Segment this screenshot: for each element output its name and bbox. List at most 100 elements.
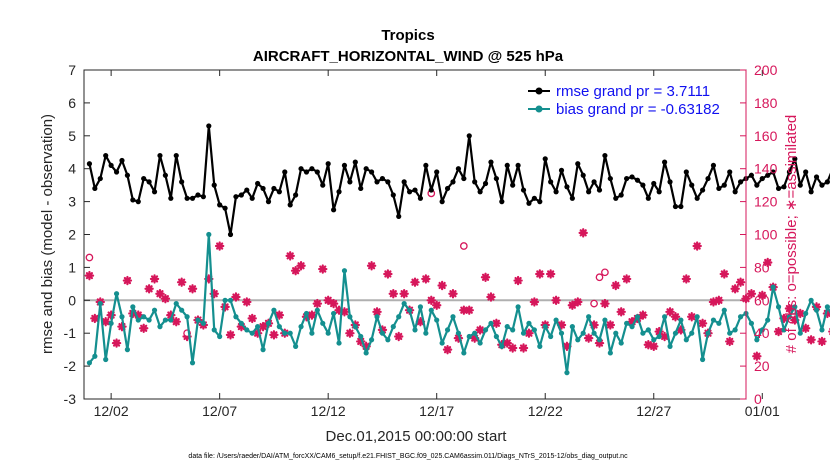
bias-point xyxy=(309,330,315,336)
rmse-point xyxy=(97,175,103,182)
legend-box xyxy=(524,78,738,120)
obs-assimilated-marker xyxy=(562,341,572,352)
legend-rmse-label: rmse grand pr = 3.7111 xyxy=(556,83,710,100)
rmse-point xyxy=(298,166,304,172)
rmse-point xyxy=(162,172,168,178)
bias-point xyxy=(271,307,277,313)
rmse-point xyxy=(423,162,429,169)
rmse-point xyxy=(607,175,613,182)
rmse-point xyxy=(374,179,380,185)
rmse-point xyxy=(510,182,516,188)
rmse-point xyxy=(146,179,152,185)
bias-point xyxy=(553,317,559,323)
bias-point xyxy=(298,324,304,330)
bias-point xyxy=(569,324,575,330)
bias-point xyxy=(86,360,93,366)
bias-point xyxy=(759,327,765,333)
bias-point xyxy=(390,324,396,330)
rmse-point xyxy=(92,185,98,192)
legend-bias-label: bias grand pr = -0.63182 xyxy=(556,101,720,118)
rmse-point xyxy=(222,205,228,211)
rmse-point xyxy=(786,169,793,175)
rmse-point xyxy=(775,185,782,192)
obs-possible-marker xyxy=(85,253,94,262)
y-tick-label: 7 xyxy=(68,62,76,78)
rmse-point xyxy=(151,189,158,195)
obs-assimilated-marker xyxy=(410,277,420,287)
rmse-point xyxy=(482,180,489,187)
obs-assimilated-marker xyxy=(171,316,181,327)
rmse-point xyxy=(141,175,147,182)
y-tick-label: 4 xyxy=(68,161,76,177)
bias-point xyxy=(748,320,755,326)
obs-assimilated-marker xyxy=(312,298,323,309)
rmse-point xyxy=(727,169,733,175)
rmse-point xyxy=(412,187,418,193)
right-y-tick-label: 40 xyxy=(754,325,770,341)
right-y-tick-label: 200 xyxy=(754,62,778,78)
obs-assimilated-marker xyxy=(231,292,241,302)
bias-point xyxy=(227,297,234,303)
rmse-point xyxy=(819,182,825,188)
bias-point xyxy=(705,330,711,336)
bias-point xyxy=(651,337,657,343)
rmse-point xyxy=(287,202,293,208)
right-y-axis-label: # of obs: o=possible; ∗=assimilated xyxy=(783,115,800,354)
bias-point xyxy=(119,314,125,320)
rmse-point xyxy=(656,189,662,195)
bias-point xyxy=(168,317,174,323)
rmse-point xyxy=(803,169,809,175)
obs-assimilated-marker xyxy=(464,305,474,315)
rmse-point xyxy=(314,169,320,175)
bias-point xyxy=(689,330,695,336)
rmse-point xyxy=(770,169,776,175)
rmse-point xyxy=(737,179,744,185)
obs-assimilated-marker xyxy=(600,298,610,309)
rmse-point xyxy=(569,195,575,201)
rmse-point xyxy=(542,156,548,162)
bias-point xyxy=(797,330,803,336)
bias-series xyxy=(86,231,830,376)
right-y-tick-label: 60 xyxy=(754,292,770,308)
obs-assimilated-marker xyxy=(513,275,523,286)
x-tick-label: 12/02 xyxy=(94,403,129,419)
bias-point xyxy=(775,304,782,310)
obs-assimilated-marker xyxy=(567,300,578,310)
obs-assimilated-marker xyxy=(214,241,225,251)
bias-point xyxy=(770,284,776,290)
rmse-point xyxy=(206,123,212,129)
rmse-point xyxy=(618,192,624,198)
bias-point xyxy=(211,327,217,333)
bias-point xyxy=(157,324,163,330)
rmse-point xyxy=(586,189,592,195)
rmse-point xyxy=(504,162,510,169)
bias-point xyxy=(162,317,168,323)
bias-point xyxy=(537,343,543,349)
rmse-point xyxy=(303,169,310,175)
rmse-point xyxy=(699,187,706,193)
rmse-point xyxy=(108,162,114,169)
obs-assimilated-marker xyxy=(274,310,285,320)
bias-point xyxy=(189,360,196,366)
rmse-point xyxy=(797,182,803,188)
rmse-point xyxy=(271,185,277,192)
bias-point xyxy=(450,314,456,320)
bias-point xyxy=(629,324,635,330)
rmse-point xyxy=(591,179,597,185)
rmse-point xyxy=(488,159,494,165)
right-y-tick-label: 80 xyxy=(754,259,770,275)
bias-point xyxy=(222,297,228,303)
rmse-point xyxy=(260,185,266,192)
bias-point xyxy=(586,314,592,320)
bias-point xyxy=(640,330,646,336)
bias-point xyxy=(618,340,624,346)
rmse-point xyxy=(282,169,288,175)
obs-assimilated-marker xyxy=(448,289,458,299)
bias-point xyxy=(520,330,527,336)
bias-point xyxy=(721,307,727,313)
bias-point xyxy=(146,317,152,323)
bias-point xyxy=(379,330,386,336)
rmse-point xyxy=(124,172,131,178)
obs-assimilated-marker xyxy=(318,264,328,274)
